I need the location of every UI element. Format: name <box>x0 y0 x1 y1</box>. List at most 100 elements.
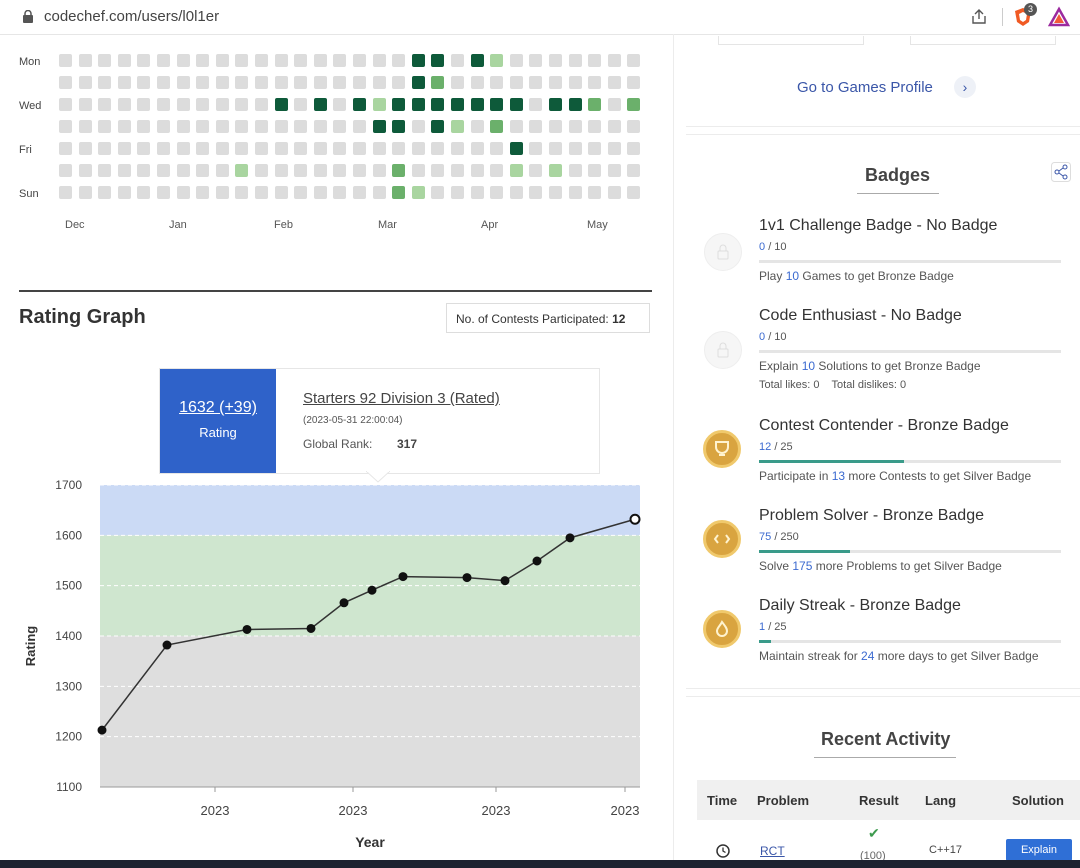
heatmap-cell[interactable] <box>588 164 602 177</box>
heatmap-cell[interactable] <box>294 54 308 67</box>
heatmap-cell[interactable] <box>627 120 641 133</box>
heatmap-cell[interactable] <box>313 54 327 67</box>
heatmap-cell[interactable] <box>274 142 288 155</box>
heatmap-cell[interactable] <box>568 98 582 111</box>
heatmap-cell[interactable] <box>607 120 621 133</box>
heatmap-cell[interactable] <box>451 120 464 133</box>
heatmap-cell[interactable] <box>255 76 268 89</box>
heatmap-cell[interactable] <box>411 120 425 133</box>
heatmap-cell[interactable] <box>294 98 308 111</box>
heatmap-cell[interactable] <box>568 120 582 133</box>
heatmap-cell[interactable] <box>490 120 504 133</box>
heatmap-cell[interactable] <box>529 76 543 89</box>
heatmap-cell[interactable] <box>137 164 151 177</box>
rating-point[interactable] <box>629 513 641 525</box>
heatmap-cell[interactable] <box>490 54 504 67</box>
heatmap-cell[interactable] <box>470 186 484 199</box>
heatmap-cell[interactable] <box>549 98 562 111</box>
heatmap-cell[interactable] <box>549 76 562 89</box>
heatmap-cell[interactable] <box>529 120 543 133</box>
heatmap-cell[interactable] <box>235 98 249 111</box>
heatmap-cell[interactable] <box>78 142 92 155</box>
heatmap-cell[interactable] <box>549 186 562 199</box>
heatmap-cell[interactable] <box>294 186 308 199</box>
heatmap-cell[interactable] <box>392 120 406 133</box>
heatmap-cell[interactable] <box>313 98 327 111</box>
heatmap-cell[interactable] <box>176 186 190 199</box>
heatmap-cell[interactable] <box>157 98 170 111</box>
heatmap-cell[interactable] <box>78 164 92 177</box>
heatmap-cell[interactable] <box>59 54 72 67</box>
heatmap-cell[interactable] <box>137 54 151 67</box>
heatmap-cell[interactable] <box>529 186 543 199</box>
heatmap-cell[interactable] <box>392 98 406 111</box>
heatmap-cell[interactable] <box>176 54 190 67</box>
heatmap-cell[interactable] <box>255 164 268 177</box>
heatmap-cell[interactable] <box>176 76 190 89</box>
heatmap-cell[interactable] <box>274 120 288 133</box>
heatmap-cell[interactable] <box>451 142 464 155</box>
heatmap-cell[interactable] <box>157 186 170 199</box>
heatmap-cell[interactable] <box>137 98 151 111</box>
heatmap-cell[interactable] <box>353 164 366 177</box>
heatmap-cell[interactable] <box>196 142 210 155</box>
heatmap-cell[interactable] <box>255 186 268 199</box>
heatmap-cell[interactable] <box>196 76 210 89</box>
heatmap-cell[interactable] <box>59 98 72 111</box>
heatmap-cell[interactable] <box>215 76 229 89</box>
heatmap-cell[interactable] <box>470 142 484 155</box>
heatmap-cell[interactable] <box>294 76 308 89</box>
share-icon[interactable] <box>968 6 990 28</box>
share-network-icon[interactable] <box>1051 162 1071 182</box>
heatmap-cell[interactable] <box>470 76 484 89</box>
heatmap-cell[interactable] <box>470 54 484 67</box>
heatmap-cell[interactable] <box>176 98 190 111</box>
heatmap-cell[interactable] <box>235 186 249 199</box>
heatmap-cell[interactable] <box>431 54 445 67</box>
url-text[interactable]: codechef.com/users/l0l1er <box>44 8 220 25</box>
heatmap-cell[interactable] <box>568 76 582 89</box>
heatmap-cell[interactable] <box>235 76 249 89</box>
heatmap-cell[interactable] <box>117 76 131 89</box>
heatmap-cell[interactable] <box>411 142 425 155</box>
heatmap-cell[interactable] <box>588 76 602 89</box>
heatmap-cell[interactable] <box>78 54 92 67</box>
heatmap-cell[interactable] <box>98 186 112 199</box>
heatmap-cell[interactable] <box>509 120 523 133</box>
heatmap-cell[interactable] <box>549 120 562 133</box>
heatmap-cell[interactable] <box>157 164 170 177</box>
heatmap-cell[interactable] <box>117 186 131 199</box>
heatmap-cell[interactable] <box>235 142 249 155</box>
heatmap-cell[interactable] <box>215 186 229 199</box>
rating-point[interactable] <box>462 573 472 583</box>
heatmap-cell[interactable] <box>353 142 366 155</box>
heatmap-cell[interactable] <box>451 76 464 89</box>
heatmap-cell[interactable] <box>59 142 72 155</box>
tooltip-contest-link[interactable]: Starters 92 Division 3 (Rated) <box>303 390 500 407</box>
heatmap-cell[interactable] <box>117 142 131 155</box>
heatmap-cell[interactable] <box>78 76 92 89</box>
heatmap-cell[interactable] <box>392 186 406 199</box>
heatmap-cell[interactable] <box>588 54 602 67</box>
problem-link[interactable]: RCT <box>760 844 785 858</box>
heatmap-cell[interactable] <box>588 98 602 111</box>
brave-rewards-icon[interactable] <box>1048 6 1070 28</box>
heatmap-cell[interactable] <box>255 142 268 155</box>
heatmap-cell[interactable] <box>59 76 72 89</box>
heatmap-cell[interactable] <box>549 164 562 177</box>
heatmap-cell[interactable] <box>353 120 366 133</box>
heatmap-cell[interactable] <box>372 186 386 199</box>
heatmap-cell[interactable] <box>470 98 484 111</box>
heatmap-cell[interactable] <box>235 120 249 133</box>
heatmap-cell[interactable] <box>313 186 327 199</box>
heatmap-cell[interactable] <box>627 98 641 111</box>
heatmap-cell[interactable] <box>313 142 327 155</box>
heatmap-cell[interactable] <box>333 54 347 67</box>
heatmap-cell[interactable] <box>411 186 425 199</box>
heatmap-cell[interactable] <box>627 54 641 67</box>
heatmap-cell[interactable] <box>490 142 504 155</box>
rating-point[interactable] <box>500 576 510 586</box>
heatmap-cell[interactable] <box>137 120 151 133</box>
heatmap-cell[interactable] <box>98 54 112 67</box>
heatmap-cell[interactable] <box>431 98 445 111</box>
